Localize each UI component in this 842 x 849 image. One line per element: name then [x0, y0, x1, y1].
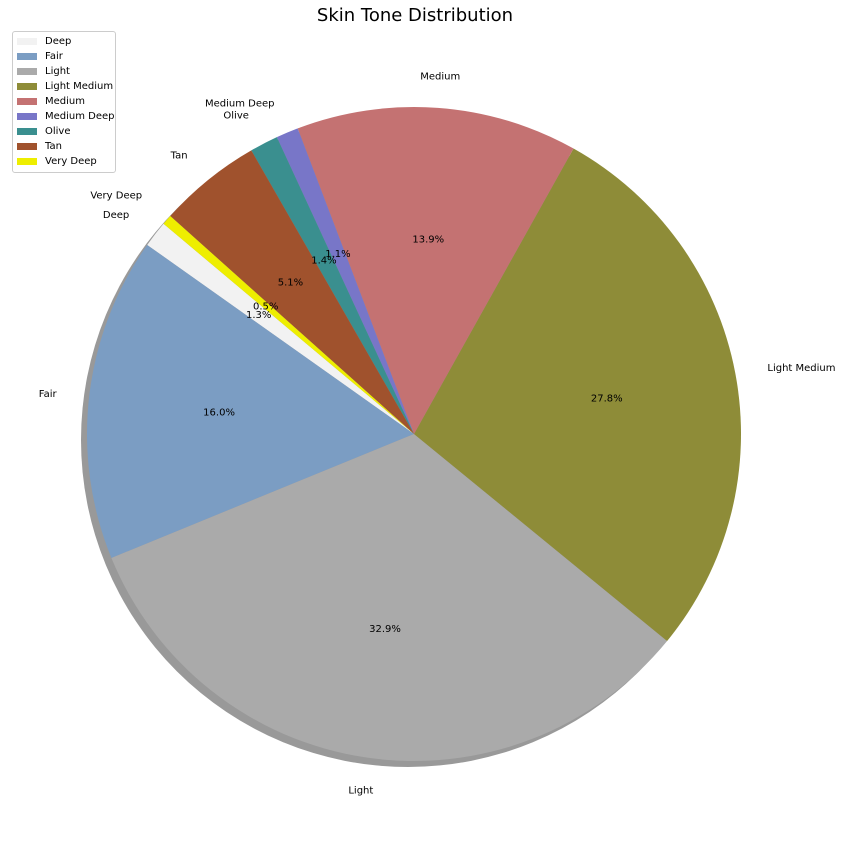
legend-label: Olive	[45, 126, 71, 137]
pie-slices	[87, 106, 742, 762]
slice-label-deep: Deep	[103, 210, 129, 221]
slice-label-very-deep: Very Deep	[90, 190, 142, 201]
slice-percent-fair: 16.0%	[203, 408, 235, 419]
pie-slice-fair	[87, 244, 415, 558]
slice-label-fair: Fair	[39, 389, 58, 400]
legend-item-very-deep: Very Deep	[13, 154, 115, 169]
slice-percent-very-deep: 0.5%	[253, 302, 278, 313]
legend-label: Light Medium	[45, 81, 114, 92]
legend-label: Medium	[45, 96, 85, 107]
slice-percent-deep: 1.3%	[246, 310, 271, 321]
legend-swatch	[17, 128, 37, 135]
slice-labels: Deep Fair Light Light Medium Medium Medium De…	[39, 71, 836, 796]
legend-swatch	[17, 38, 37, 45]
legend-item-medium: Medium	[13, 94, 115, 109]
legend-label: Tan	[45, 141, 62, 152]
slice-label-tan: Tan	[170, 151, 188, 162]
slice-label-medium: Medium	[420, 71, 460, 82]
legend-label: Deep	[45, 36, 72, 47]
legend-swatch	[17, 83, 37, 90]
slice-percent-light: 32.9%	[369, 624, 401, 635]
pie-slice-medium-deep	[276, 128, 414, 435]
slice-label-light-medium: Light Medium	[767, 363, 835, 374]
pie-slice-medium	[297, 106, 574, 434]
slice-percent-light-medium: 27.8%	[591, 393, 623, 404]
chart-title: Skin Tone Distribution	[317, 5, 513, 26]
legend-swatch	[17, 53, 37, 60]
legend-item-light: Light	[13, 64, 115, 79]
legend-swatch	[17, 68, 37, 75]
legend-item-tan: Tan	[13, 139, 115, 154]
legend-item-fair: Fair	[13, 49, 115, 64]
slice-label-olive: Olive	[223, 110, 249, 121]
legend-label: Medium Deep	[45, 111, 115, 122]
pie-slice-light	[111, 434, 668, 762]
slice-label-medium-deep: Medium Deep	[205, 98, 275, 109]
slice-label-light: Light	[348, 786, 373, 797]
pie-slice-very-deep	[163, 216, 414, 434]
legend-item-light-medium: Light Medium	[13, 79, 115, 94]
legend-item-deep: Deep	[13, 34, 115, 49]
legend-swatch	[17, 98, 37, 105]
legend-swatch	[17, 158, 37, 165]
slice-percent-tan: 5.1%	[278, 278, 303, 289]
legend-swatch	[17, 143, 37, 150]
slice-percent-labels: 1.3% 16.0% 32.9% 27.8% 13.9% 1.1%1.4% 5.1% 0.5%	[203, 234, 622, 635]
legend-label: Fair	[45, 51, 63, 62]
pie-slice-tan	[170, 150, 414, 434]
legend-swatch	[17, 113, 37, 120]
slice-percent-olive: 1.4%	[311, 256, 336, 267]
legend-label: Light	[45, 66, 70, 77]
slice-percent-medium-deep: 1.1%	[325, 249, 350, 260]
pie-slice-deep	[147, 223, 415, 434]
pie-slice-olive	[251, 137, 414, 434]
slice-percent-medium: 13.9%	[412, 234, 444, 245]
pie-slice-light-medium	[414, 148, 742, 642]
legend: Deep Fair Light Light Medium Medium Medium De…	[12, 31, 116, 173]
legend-label: Very Deep	[45, 156, 97, 167]
legend-item-medium-deep: Medium Deep	[13, 109, 115, 124]
legend-item-olive: Olive	[13, 124, 115, 139]
